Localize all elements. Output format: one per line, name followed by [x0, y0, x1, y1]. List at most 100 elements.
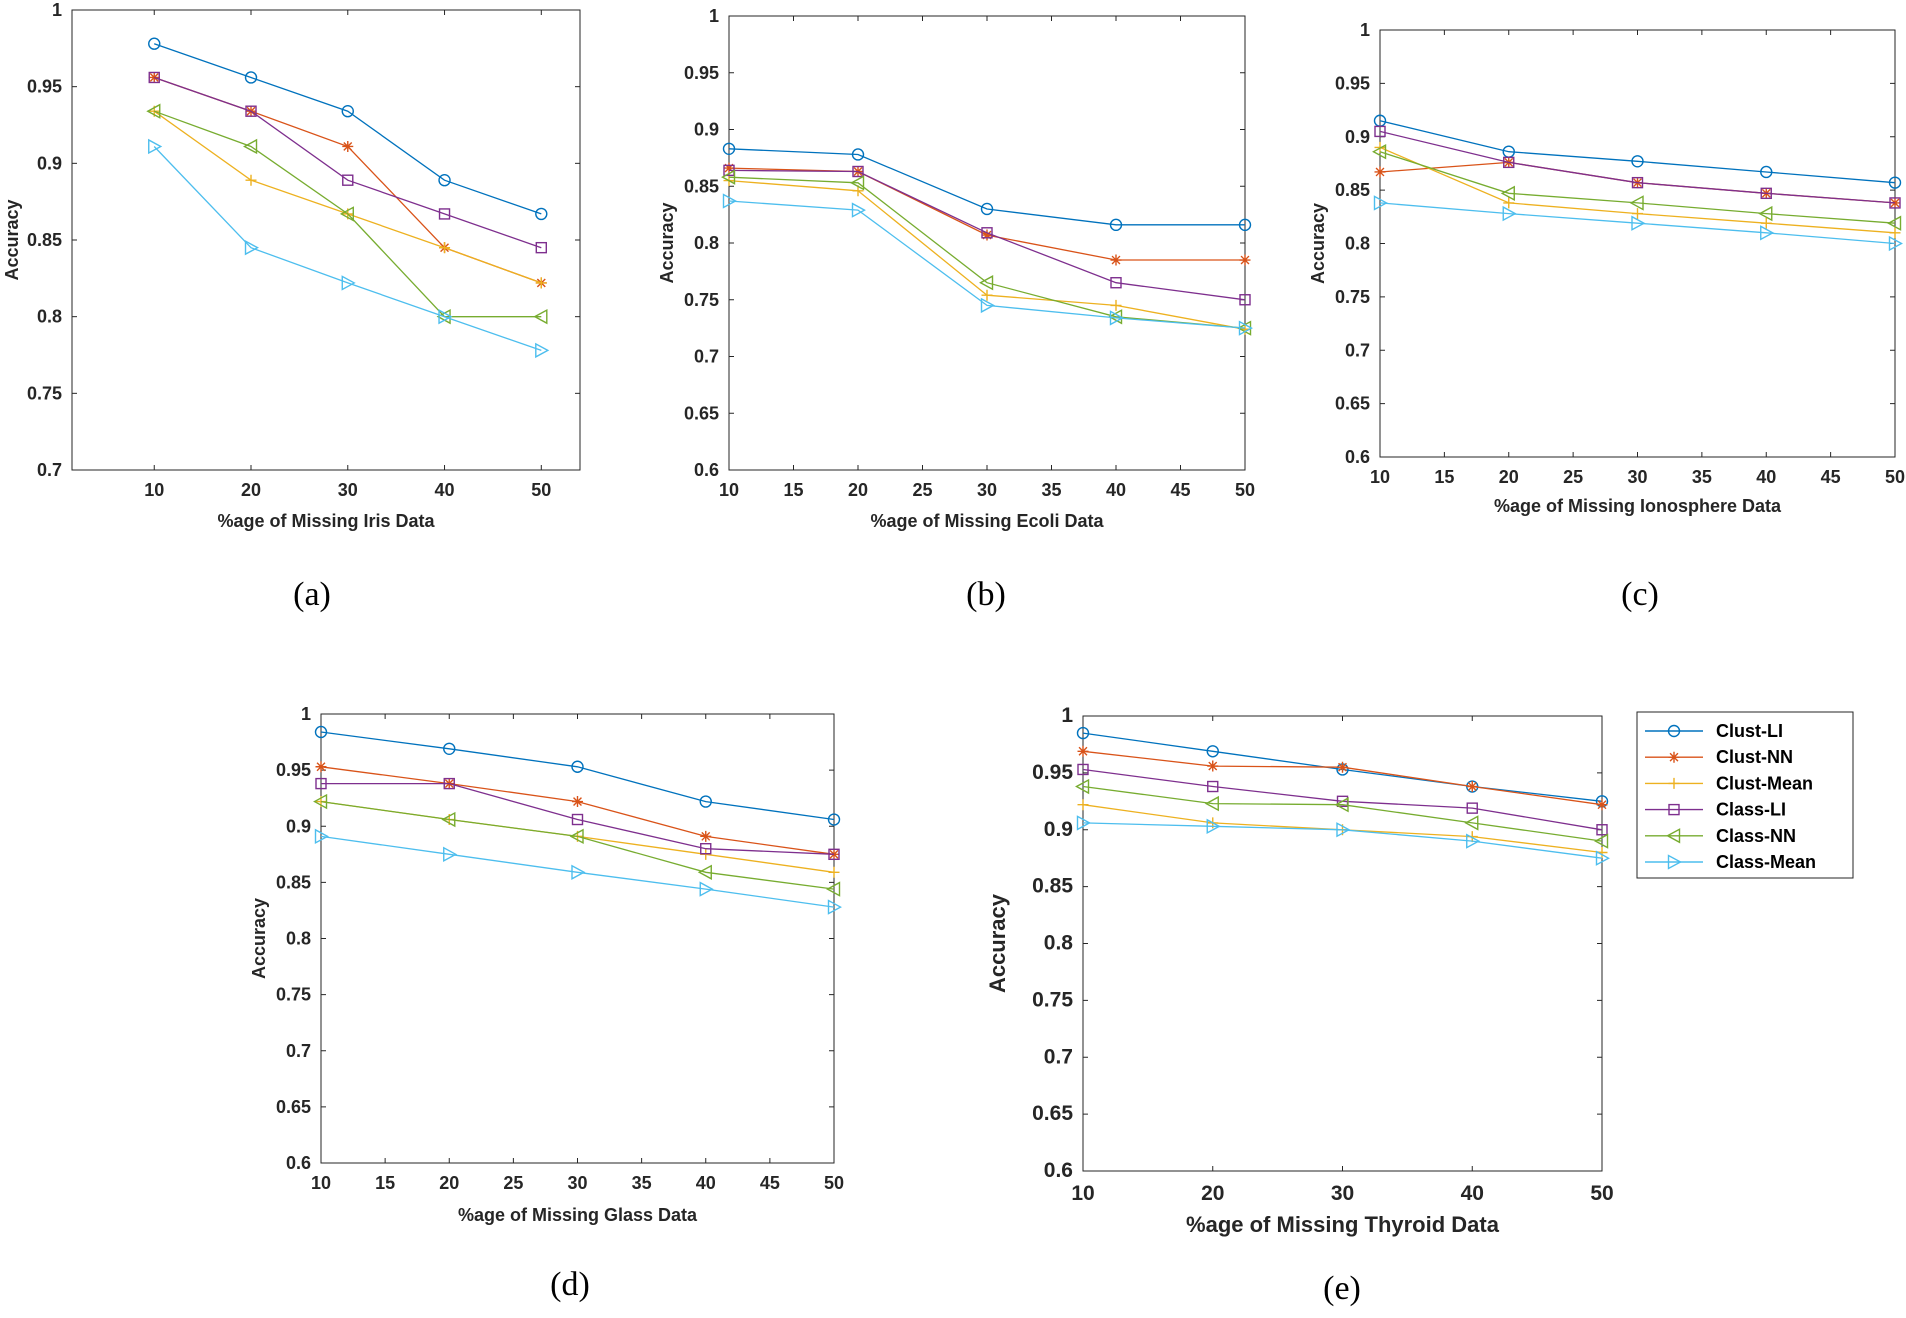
data-point [313, 793, 328, 810]
data-point [1888, 176, 1902, 189]
data-point [443, 846, 458, 862]
data-point [1206, 818, 1221, 835]
legend-entry: Clust-NN [1645, 747, 1793, 767]
data-point [245, 105, 257, 117]
x-tick-label: 10 [719, 480, 739, 500]
data-point [828, 848, 840, 861]
legend-marker [1668, 777, 1680, 789]
x-tick-label: 40 [1106, 480, 1126, 500]
series-line [1379, 202, 1896, 245]
x-tick-label: 50 [531, 480, 551, 500]
data-point [1631, 176, 1644, 189]
legend-label: Clust-Mean [1716, 773, 1813, 793]
x-tick-label: 20 [1499, 467, 1519, 487]
series-class-nn [1075, 778, 1609, 849]
data-point [148, 37, 161, 50]
series-class-li [1374, 125, 1901, 209]
legend-label: Class-Mean [1716, 852, 1816, 872]
data-point [314, 828, 329, 845]
data-point [1334, 797, 1349, 813]
data-point [243, 138, 258, 155]
plot-area [728, 15, 1246, 471]
panel-label: (a) [293, 576, 331, 613]
data-point [244, 71, 258, 84]
plot-area [71, 9, 581, 471]
x-tick-label: 50 [1885, 467, 1905, 487]
x-tick-label: 20 [439, 1173, 459, 1193]
x-tick-label: 25 [1563, 467, 1583, 487]
chart-panel-2: 0.6 0.65 0.7 0.75 0.8 0.85 0.9 0.95 1 10 15 20 25 30 3… [657, 6, 1255, 613]
series-class-li [148, 71, 547, 254]
y-axis-label: Accuracy [985, 893, 1010, 993]
data-point [1631, 215, 1646, 231]
data-point [535, 277, 547, 289]
data-point [1466, 781, 1478, 793]
y-tick-label: 0.85 [276, 872, 311, 892]
y-tick-label: 0.75 [684, 290, 719, 310]
y-tick-label: 0.85 [1335, 180, 1370, 200]
data-point [571, 813, 584, 826]
data-point [339, 206, 354, 222]
data-point [1596, 799, 1608, 811]
y-tick-label: 0.6 [286, 1153, 311, 1173]
y-tick-label: 1 [1061, 704, 1073, 727]
series-clust-li [314, 725, 841, 826]
data-point [443, 777, 455, 790]
legend-label: Class-LI [1716, 800, 1786, 820]
x-tick-label: 10 [311, 1173, 331, 1193]
data-point [1629, 195, 1644, 211]
y-tick-label: 1 [301, 704, 311, 724]
y-tick-label: 0.9 [1044, 818, 1073, 841]
x-axis-label: %age of Missing Ecoli Data [870, 511, 1104, 531]
data-point [1596, 824, 1608, 836]
y-tick-label: 0.9 [694, 120, 719, 140]
data-point [1336, 822, 1351, 838]
data-point [697, 864, 712, 880]
plot-area [1082, 715, 1603, 1172]
data-point [1109, 310, 1124, 326]
data-point [979, 275, 994, 291]
x-axis-label: %age of Missing Thyroid Data [1186, 1212, 1500, 1237]
series-clust-nn [1077, 745, 1608, 811]
data-point [1466, 831, 1478, 843]
data-point [1374, 125, 1386, 138]
y-tick-label: 0.9 [1345, 127, 1370, 147]
data-point [341, 275, 356, 291]
x-tick-label: 25 [503, 1173, 523, 1193]
series-clust-li [722, 142, 1252, 232]
data-point [1109, 218, 1123, 232]
data-point [1077, 799, 1089, 811]
plot-area [320, 713, 835, 1164]
data-point [438, 308, 453, 325]
x-tick-label: 30 [567, 1173, 587, 1193]
data-point [722, 142, 736, 155]
y-tick-label: 0.6 [1044, 1159, 1073, 1182]
x-tick-label: 40 [435, 480, 455, 500]
y-tick-label: 0.65 [276, 1097, 311, 1117]
y-tick-label: 0.85 [1032, 875, 1073, 898]
data-point [438, 173, 451, 187]
data-point [148, 138, 163, 155]
x-tick-label: 30 [338, 480, 358, 500]
data-point [341, 104, 354, 118]
x-tick-label: 40 [696, 1173, 716, 1193]
data-point [1760, 225, 1775, 241]
data-point [1503, 197, 1515, 209]
data-point [1076, 726, 1090, 740]
y-tick-label: 0.75 [1335, 287, 1370, 307]
data-point [699, 795, 712, 808]
x-tick-label: 45 [760, 1173, 780, 1193]
y-tick-label: 0.7 [286, 1041, 311, 1061]
series-line [153, 76, 542, 249]
data-point [981, 289, 993, 301]
panel-label: (d) [550, 1266, 590, 1303]
y-tick-label: 0.8 [37, 307, 62, 327]
chart-panel-1: 0.7 0.75 0.8 0.85 0.9 0.95 1 10 20 30 40 50 %age of … [2, 0, 581, 613]
series-class-nn [313, 793, 841, 897]
data-point [828, 866, 840, 878]
plot-area [1379, 29, 1896, 458]
data-point [851, 202, 866, 218]
series-class-mean [722, 193, 1253, 336]
data-point [535, 207, 548, 221]
x-tick-label: 50 [824, 1173, 844, 1193]
